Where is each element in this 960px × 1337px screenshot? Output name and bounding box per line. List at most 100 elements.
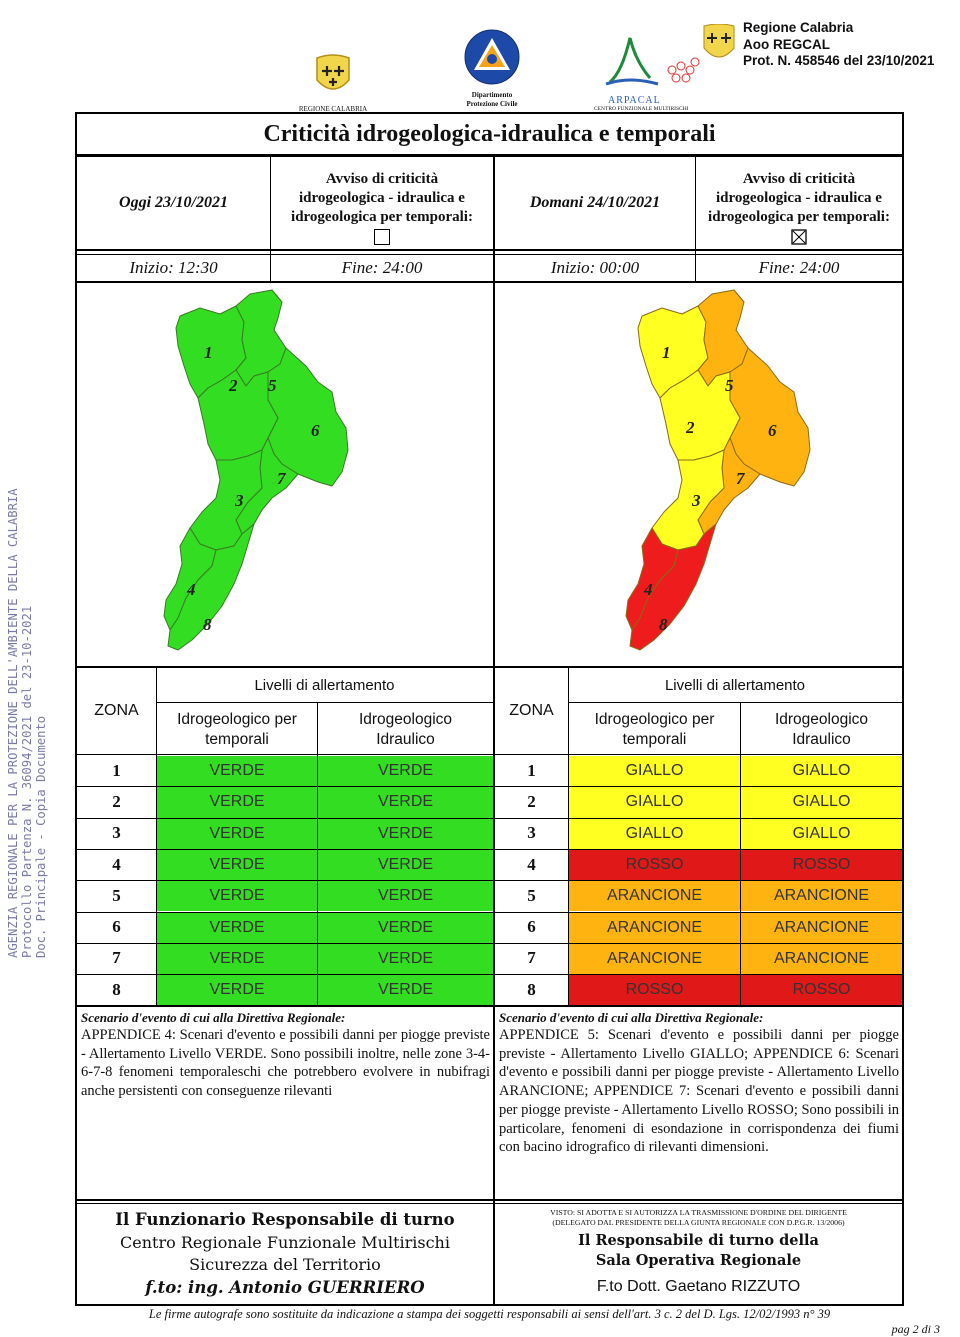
- header-line-2: temporali: [622, 731, 687, 748]
- level-cell-idraulico: ARANCIONE: [741, 912, 902, 943]
- svg-text:6: 6: [311, 421, 320, 440]
- tomorrow-col-idraulico-header: Idrogeologico Idraulico: [741, 710, 902, 750]
- zone-number: 3: [527, 823, 536, 843]
- zone-number: 8: [112, 979, 121, 999]
- level-cell-idraulico: ARANCIONE: [741, 881, 902, 912]
- level-cell-idraulico: ARANCIONE: [741, 943, 902, 975]
- level-cell-idraulico: VERDE: [318, 943, 493, 975]
- scenario-text: APPENDICE 4: Scenari d'evento e possibil…: [81, 1027, 490, 1100]
- row-divider: [77, 786, 493, 788]
- zone-number: 5: [527, 885, 536, 905]
- level-cell-temporali: VERDE: [157, 787, 317, 818]
- row-divider: [77, 848, 493, 850]
- zone-number: 3: [112, 823, 121, 843]
- svg-text:3: 3: [234, 491, 244, 510]
- protezione-civile-logo: Dipartimento Protezione Civile: [456, 28, 528, 110]
- row-divider: [495, 974, 902, 976]
- header-line-1: Idrogeologico: [774, 711, 869, 728]
- zone-number: 6: [112, 917, 121, 937]
- tomorrow-inizio: Inizio: 00:00: [550, 258, 640, 277]
- protezione-civile-emblem-icon: [464, 29, 520, 85]
- row-divider: [495, 817, 902, 819]
- row-divider: [77, 880, 493, 882]
- tomorrow-col-temporali-header: Idrogeologico per temporali: [569, 710, 740, 750]
- row-divider: [77, 911, 493, 913]
- level-cell-idraulico: VERDE: [318, 787, 493, 818]
- level-cell-temporali: VERDE: [157, 881, 317, 912]
- bulletin-frame: [75, 112, 904, 1306]
- zone-number: 1: [527, 760, 536, 780]
- level-cell-temporali: GIALLO: [569, 787, 740, 818]
- scenario-text: APPENDICE 5: Scenari d'evento e possibil…: [499, 1027, 899, 1156]
- avviso-line-1: Avviso di criticità: [325, 171, 439, 187]
- header-line-1: Idrogeologico: [358, 711, 453, 728]
- tomorrow-calabria-map: 1 2 3 4 5 6 7 8: [625, 289, 811, 651]
- page-title: Criticità idrogeologica-idraulica e temp…: [263, 120, 716, 147]
- level-cell-idraulico: ROSSO: [741, 849, 902, 881]
- level-cell-idraulico: GIALLO: [741, 756, 902, 787]
- level-cell-idraulico: VERDE: [318, 912, 493, 943]
- today-col-idraulico-header: Idrogeologico Idraulico: [318, 710, 493, 750]
- header-line-2: Idraulico: [376, 731, 435, 748]
- signature-delegato: (DELEGATO DAL PRESIDENTE DELLA GIUNTA RE…: [552, 1218, 845, 1227]
- center-divider: [493, 156, 495, 1304]
- level-cell-temporali: GIALLO: [569, 756, 740, 787]
- today-zona-header: ZONA: [94, 702, 139, 719]
- level-cell-temporali: GIALLO: [569, 818, 740, 849]
- zone-number: 4: [527, 854, 536, 874]
- today-avviso-checkbox[interactable]: [374, 229, 390, 245]
- header-line-2: temporali: [205, 731, 269, 748]
- svg-text:5: 5: [725, 376, 734, 395]
- tomorrow-avviso-checkbox[interactable]: [791, 229, 807, 245]
- svg-text:2: 2: [685, 418, 695, 437]
- zone-number: 7: [112, 948, 121, 968]
- svg-text:4: 4: [186, 580, 196, 599]
- divider: [77, 254, 902, 255]
- signature-role: Il Responsabile di turno della: [578, 1232, 819, 1249]
- divider: [568, 702, 902, 703]
- map-zone-2: [197, 369, 279, 461]
- stamp-line-3: Prot. N. 458546 del 23/10/2021: [743, 53, 935, 68]
- header-line-2: Idraulico: [792, 731, 851, 748]
- row-divider: [495, 942, 902, 944]
- row-divider: [495, 880, 902, 882]
- column-divider: [317, 755, 318, 1005]
- divider: [495, 754, 902, 755]
- level-cell-idraulico: GIALLO: [741, 787, 902, 818]
- svg-text:5: 5: [268, 376, 277, 395]
- logo-caption-2: Protezione Civile: [466, 100, 518, 108]
- side-stamp-line-3: Doc. Principale - Copia Documento: [34, 715, 48, 958]
- stamp-line-2: Aoo REGCAL: [743, 36, 830, 52]
- divider: [77, 154, 902, 157]
- svg-text:8: 8: [659, 615, 668, 634]
- level-cell-temporali: ROSSO: [569, 975, 740, 1006]
- map-zone-8: [167, 523, 255, 651]
- signature-visto: VISTO: SI ADOTTA E SI AUTORIZZA LA TRASM…: [550, 1208, 847, 1217]
- legal-note: Le firme autografe sono sostituite da in…: [148, 1307, 831, 1321]
- zone-number: 1: [112, 760, 121, 780]
- level-cell-temporali: ARANCIONE: [569, 912, 740, 943]
- today-calabria-map: 12 3 4 5 6 7 8: [163, 289, 349, 651]
- side-protocol-stamp: AGENZIA REGIONALE PER LA PROTEZIONE DELL…: [6, 378, 48, 958]
- row-divider: [495, 848, 902, 850]
- today-avviso: Avviso di criticità idrogeologica - idra…: [271, 170, 493, 245]
- map-zone-2: [659, 369, 741, 461]
- divider: [77, 754, 493, 755]
- tomorrow-scenario: Scenario d'evento di cui alla Direttiva …: [499, 1010, 899, 1157]
- level-cell-temporali: VERDE: [157, 975, 317, 1006]
- header-line-1: Idrogeologico per: [594, 711, 715, 728]
- level-cell-temporali: ARANCIONE: [569, 881, 740, 912]
- today-scenario: Scenario d'evento di cui alla Direttiva …: [81, 1010, 490, 1101]
- level-cell-temporali: VERDE: [157, 756, 317, 787]
- divider: [317, 703, 318, 755]
- row-divider: [77, 974, 493, 976]
- svg-text:8: 8: [203, 615, 212, 634]
- scenario-title: Scenario d'evento di cui alla Direttiva …: [81, 1010, 346, 1025]
- left-signature: Il Funzionario Responsabile di turno Cen…: [77, 1206, 493, 1300]
- arpacal-logo: ARPACAL CENTRO FUNZIONALE MULTIRISCHI: [590, 32, 722, 112]
- right-signature: VISTO: SI ADOTTA E SI AUTORIZZA LA TRASM…: [495, 1208, 902, 1299]
- today-col-temporali-header: Idrogeologico per temporali: [157, 710, 317, 750]
- level-cell-temporali: VERDE: [157, 943, 317, 975]
- protocol-stamp: Regione Calabria Aoo REGCAL Prot. N. 458…: [698, 20, 958, 72]
- level-cell-idraulico: VERDE: [318, 975, 493, 1006]
